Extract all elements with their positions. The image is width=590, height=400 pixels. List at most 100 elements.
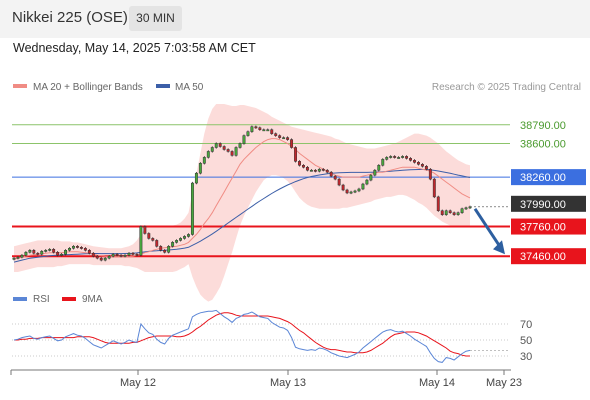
candle-body — [377, 165, 381, 171]
header-bar: Nikkei 225 (OSE) 30 MIN — [0, 0, 590, 38]
candle-body — [313, 169, 317, 172]
candle-body — [448, 210, 452, 213]
candle-body — [79, 247, 83, 249]
candle-body — [143, 226, 147, 234]
candle-body — [369, 174, 373, 181]
candle-body — [206, 151, 210, 158]
candle-body — [341, 184, 345, 191]
candle-body — [409, 158, 412, 161]
level-label-38260: 38260.00 — [520, 172, 566, 184]
candle-body — [262, 129, 266, 132]
candle-body — [28, 250, 32, 253]
candle-body — [194, 172, 198, 184]
candle-body — [302, 165, 305, 168]
candle-body — [420, 164, 424, 167]
candle-body — [151, 238, 155, 241]
candle-body — [413, 160, 416, 163]
candle-body — [337, 178, 341, 186]
candle-body — [155, 240, 159, 247]
candle-body — [254, 126, 258, 129]
candle-body — [242, 135, 246, 144]
rsi-legend-swatch — [13, 297, 27, 301]
ma50-legend-label: MA 50 — [175, 82, 204, 93]
candle-body — [361, 183, 365, 190]
level-label-38790: 38790.00 — [520, 120, 566, 132]
candle-body — [198, 163, 202, 174]
rsi-legend-label: RSI — [33, 294, 50, 305]
candle-body — [345, 189, 349, 194]
candle-body — [16, 256, 20, 259]
candle-body — [171, 242, 175, 247]
candle-body — [258, 127, 262, 130]
candle-body — [40, 250, 44, 255]
candle-body — [107, 255, 111, 259]
candle-body — [238, 143, 242, 148]
candle-body — [24, 251, 28, 256]
forecast-arrow-shaft — [473, 207, 503, 250]
candle-body — [436, 196, 440, 211]
candle-body — [123, 254, 127, 257]
candle-body — [325, 169, 329, 173]
level-label-38600: 38600.00 — [520, 139, 566, 151]
candle-body — [349, 191, 353, 194]
copyright: Research © 2025 Trading Central — [432, 82, 581, 93]
candle-body — [417, 162, 420, 165]
candle-body — [218, 143, 222, 147]
candle-body — [44, 250, 48, 252]
candle-body — [424, 166, 428, 170]
candle-body — [428, 168, 432, 180]
candle-body — [234, 147, 238, 156]
rsi-tick-30: 30 — [520, 351, 532, 363]
candle-body — [214, 143, 218, 148]
candle-body — [83, 248, 87, 251]
ma9-legend-label: 9MA — [82, 294, 103, 305]
level-tag-37990 — [511, 195, 586, 212]
candle-body — [175, 240, 179, 243]
ma20-legend-swatch — [13, 84, 27, 88]
forecast-arrow-head — [493, 240, 505, 255]
rsi-line — [13, 309, 471, 363]
candle-body — [294, 147, 297, 162]
candle-body — [444, 210, 448, 215]
candle-body — [72, 246, 75, 249]
candle-body — [432, 178, 436, 198]
candle-body — [250, 126, 254, 132]
x-tick-label: May 13 — [270, 377, 306, 389]
candle-body — [317, 168, 321, 172]
candle-body — [298, 161, 301, 166]
candle-body — [147, 233, 151, 239]
candle-body — [333, 175, 337, 180]
candle-body — [353, 190, 357, 193]
candle-body — [266, 129, 270, 132]
candle-body — [12, 257, 16, 260]
candle-body — [456, 212, 460, 215]
candle-body — [270, 129, 274, 134]
candle-body — [321, 168, 325, 171]
candle-body — [460, 208, 464, 213]
candle-body — [131, 252, 135, 255]
candle-body — [183, 236, 186, 239]
candle-body — [230, 151, 234, 156]
candle-body — [401, 156, 405, 158]
candle-body — [103, 257, 107, 261]
candle-body — [139, 226, 143, 256]
candle-body — [91, 252, 95, 257]
candle-body — [381, 159, 385, 166]
rsi-tick-50: 50 — [520, 335, 532, 347]
time-axis: May 12 May 13 May 14 May 23 — [10, 369, 522, 389]
candle-body — [393, 156, 397, 158]
candle-body — [60, 253, 64, 256]
candle-body — [159, 246, 163, 251]
candle-body — [309, 169, 313, 172]
candle-body — [440, 210, 444, 215]
candle-body — [190, 182, 194, 235]
candle-body — [56, 251, 60, 256]
candle-body — [36, 252, 40, 255]
rsi-ma9-line — [14, 312, 470, 357]
instrument-title: Nikkei 225 (OSE) — [12, 9, 128, 26]
rsi-panel: 70 50 30 — [12, 309, 532, 363]
candle-body — [226, 149, 230, 152]
timeframe-badge[interactable]: 30 MIN — [129, 6, 182, 31]
candle-body — [87, 250, 91, 254]
